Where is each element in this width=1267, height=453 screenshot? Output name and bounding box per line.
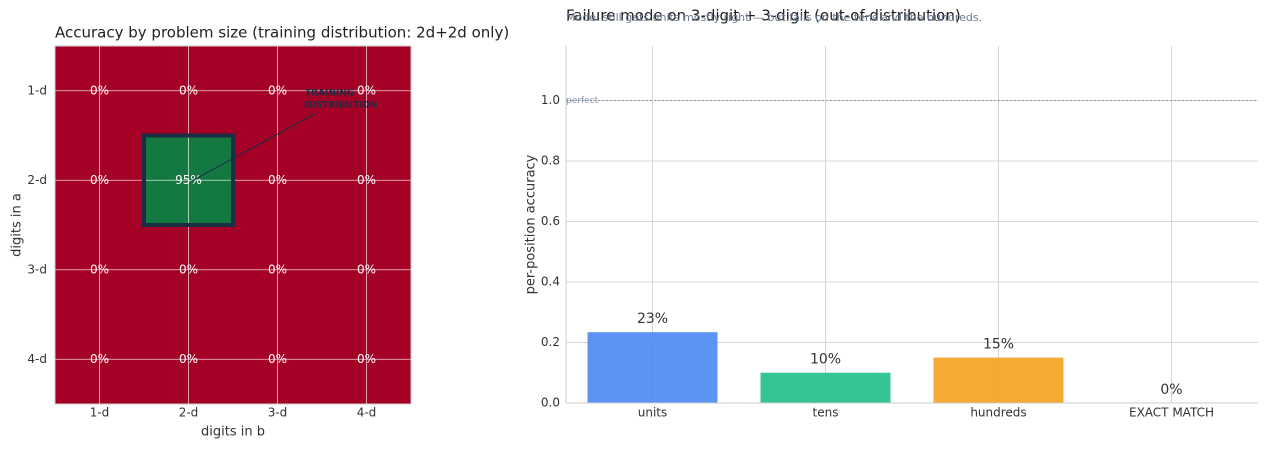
cell-label: 0% (179, 83, 198, 97)
y-tick-label: 4-d (27, 352, 47, 366)
cell-label: 95% (175, 173, 202, 187)
annotation: TRAINING (305, 89, 354, 99)
cell-label: 0% (357, 83, 376, 97)
chart-subtitle: Model still gets units mostly right — bu… (566, 11, 982, 24)
x-tick-label: units (638, 406, 668, 420)
cell-label: 0% (179, 352, 198, 366)
y-axis-label: per-position accuracy (524, 154, 539, 294)
value-label: 10% (810, 352, 841, 368)
x-tick-label: 2-d (179, 406, 199, 420)
y-tick-label: 0.2 (541, 335, 560, 349)
value-label: 15% (983, 337, 1014, 353)
annotation-arrow (191, 112, 317, 182)
cell-label: 0% (357, 173, 376, 187)
x-tick-label: tens (813, 406, 839, 420)
annotation: DISTRIBUTION (305, 101, 378, 111)
cell-label: 0% (357, 352, 376, 366)
cell-label: 0% (90, 352, 109, 366)
y-tick-label: 0.8 (541, 153, 560, 167)
x-tick-label: 1-d (90, 406, 110, 420)
y-tick-label: 3-d (27, 262, 47, 276)
cell-label: 0% (268, 173, 287, 187)
value-label: 0% (1160, 382, 1182, 398)
y-tick-label: 0.4 (541, 274, 560, 288)
bar (587, 332, 718, 403)
x-tick-label: 3-d (268, 406, 288, 420)
cell-label: 0% (357, 262, 376, 276)
y-axis-label: digits in a (10, 193, 25, 257)
cell-label: 0% (90, 262, 109, 276)
y-tick-label: 2-d (27, 173, 47, 187)
y-tick-label: 1.0 (541, 93, 560, 107)
reference-label: perfect (566, 96, 599, 106)
y-tick-label: 0.0 (541, 396, 560, 410)
y-tick-label: 1-d (27, 83, 47, 97)
x-tick-label: hundreds (970, 406, 1026, 420)
cell-label: 0% (90, 83, 109, 97)
bar (760, 372, 891, 403)
cell-label: 0% (90, 173, 109, 187)
bar (933, 357, 1064, 403)
chart-title: Accuracy by problem size (training distr… (55, 24, 509, 42)
cell-label: 0% (179, 262, 198, 276)
cell-label: 0% (268, 352, 287, 366)
x-tick-label: EXACT MATCH (1129, 406, 1214, 420)
x-tick-label: 4-d (357, 406, 377, 420)
y-tick-label: 0.6 (541, 214, 560, 228)
chart-title: Failure mode on 3-digit + 3-digit (out-o… (566, 7, 961, 25)
value-label: 23% (637, 311, 668, 327)
plot-frame (54, 45, 412, 405)
cell-label: 0% (268, 262, 287, 276)
x-axis-label: digits in b (201, 425, 265, 440)
highlight-box (142, 133, 235, 227)
cell-label: 0% (268, 83, 287, 97)
